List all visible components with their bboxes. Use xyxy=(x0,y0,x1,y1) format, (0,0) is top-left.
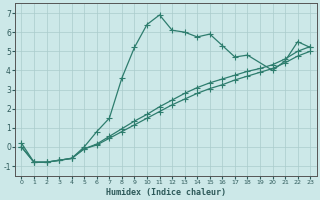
X-axis label: Humidex (Indice chaleur): Humidex (Indice chaleur) xyxy=(106,188,226,197)
